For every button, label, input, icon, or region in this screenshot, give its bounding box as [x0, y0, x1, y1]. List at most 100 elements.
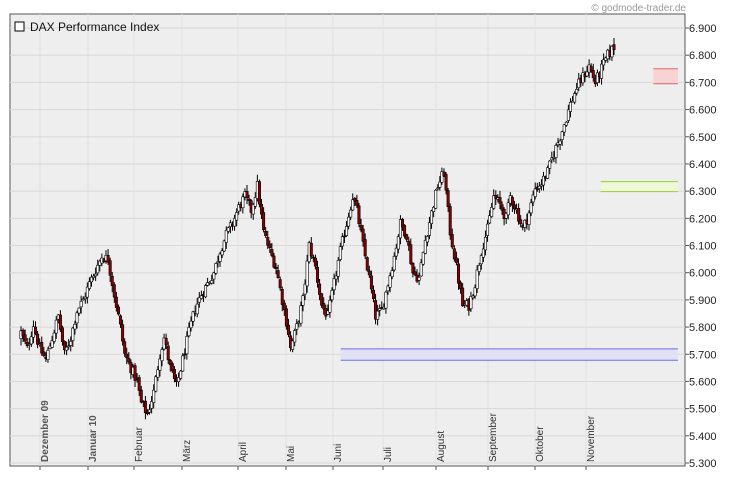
candle-body	[363, 239, 367, 257]
y-tick-label: 6.700	[689, 77, 717, 89]
candle-body	[421, 252, 425, 265]
month-label: April	[238, 442, 249, 462]
candle-body	[247, 198, 251, 201]
candle-body	[79, 300, 83, 308]
candle-body	[83, 296, 87, 300]
candle-body	[355, 199, 359, 206]
candle-body	[291, 340, 295, 350]
candle-body	[444, 174, 448, 191]
candle-body	[67, 345, 71, 348]
candle-body	[119, 315, 123, 325]
candle-body	[73, 323, 77, 330]
candle-body	[550, 157, 554, 161]
candle-body	[60, 327, 64, 342]
candle-body	[546, 167, 550, 179]
y-tick-label: 5.500	[689, 404, 717, 416]
candle-body	[529, 202, 533, 214]
candle-body	[573, 93, 577, 103]
candle-body	[430, 210, 434, 224]
candle-body	[177, 377, 181, 383]
y-tick-label: 6.000	[689, 268, 717, 280]
candle-body	[183, 353, 187, 356]
candle-body	[334, 275, 338, 280]
candle-body	[533, 188, 537, 197]
candle-body	[216, 261, 220, 264]
zone-resistance	[653, 68, 678, 84]
candle-body	[419, 262, 423, 277]
candle-body	[494, 195, 498, 199]
candle-body	[235, 212, 239, 221]
candle-body	[23, 334, 27, 342]
candle-body	[558, 140, 562, 145]
candle-body	[347, 216, 351, 227]
candle-body	[284, 308, 288, 327]
candle-body	[595, 72, 599, 83]
plot-area	[9, 13, 686, 467]
candle-body	[133, 365, 137, 381]
zone-support-upper	[600, 181, 678, 192]
candle-body	[483, 237, 487, 251]
candle-body	[46, 349, 50, 360]
candle-body	[392, 256, 396, 271]
candle-body	[469, 296, 473, 310]
candle-body	[367, 270, 371, 276]
candle-body	[539, 184, 543, 187]
candle-body	[257, 181, 261, 205]
candle-body	[112, 284, 116, 298]
candle-body	[328, 300, 332, 313]
candle-body	[318, 283, 322, 295]
candle-body	[152, 389, 156, 403]
y-tick-label: 5.400	[689, 431, 717, 443]
candle-body	[309, 242, 313, 257]
candle-body	[280, 289, 284, 305]
candle-body	[172, 369, 176, 379]
candle-body	[542, 175, 546, 186]
y-tick-label: 6.900	[689, 23, 717, 35]
candle-body	[342, 235, 346, 238]
month-label: März	[182, 440, 193, 462]
candle-body	[488, 215, 492, 224]
candle-body	[87, 281, 91, 289]
candle-body	[187, 326, 191, 337]
candle-body	[21, 329, 25, 337]
candle-body	[210, 280, 214, 284]
candle-body	[332, 278, 336, 291]
candle-body	[179, 370, 183, 379]
candle-body	[81, 298, 85, 301]
candle-body	[591, 70, 595, 78]
candle-body	[531, 194, 535, 203]
y-tick-label: 6.600	[689, 105, 717, 117]
candle-body	[270, 249, 274, 256]
candle-body	[459, 282, 463, 290]
candle-body	[52, 332, 56, 342]
candle-body	[554, 145, 558, 158]
candle-body	[369, 275, 373, 290]
y-tick-label: 6.100	[689, 241, 717, 253]
candle-body	[154, 376, 158, 392]
candle-body	[189, 320, 193, 329]
month-label: September	[488, 412, 499, 462]
candle-body	[268, 243, 272, 248]
candle-body	[264, 230, 268, 236]
candle-body	[461, 287, 465, 307]
candle-body	[251, 204, 255, 215]
candle-body	[568, 101, 572, 112]
zones	[340, 68, 678, 361]
candle-body	[89, 276, 93, 283]
candle-body	[589, 66, 593, 72]
candle-body	[320, 293, 324, 306]
candle-body	[456, 263, 460, 284]
zone-support-lower	[340, 348, 678, 361]
candle-body	[581, 72, 585, 84]
candle-body	[116, 306, 120, 315]
candle-body	[241, 196, 245, 209]
candle-body	[299, 305, 303, 324]
candle-body	[40, 341, 44, 354]
candle-body	[386, 285, 390, 292]
candle-body	[566, 109, 570, 121]
candle-body	[125, 353, 129, 359]
candle-body	[164, 337, 168, 345]
candle-body	[206, 282, 210, 286]
candle-body	[262, 212, 266, 231]
